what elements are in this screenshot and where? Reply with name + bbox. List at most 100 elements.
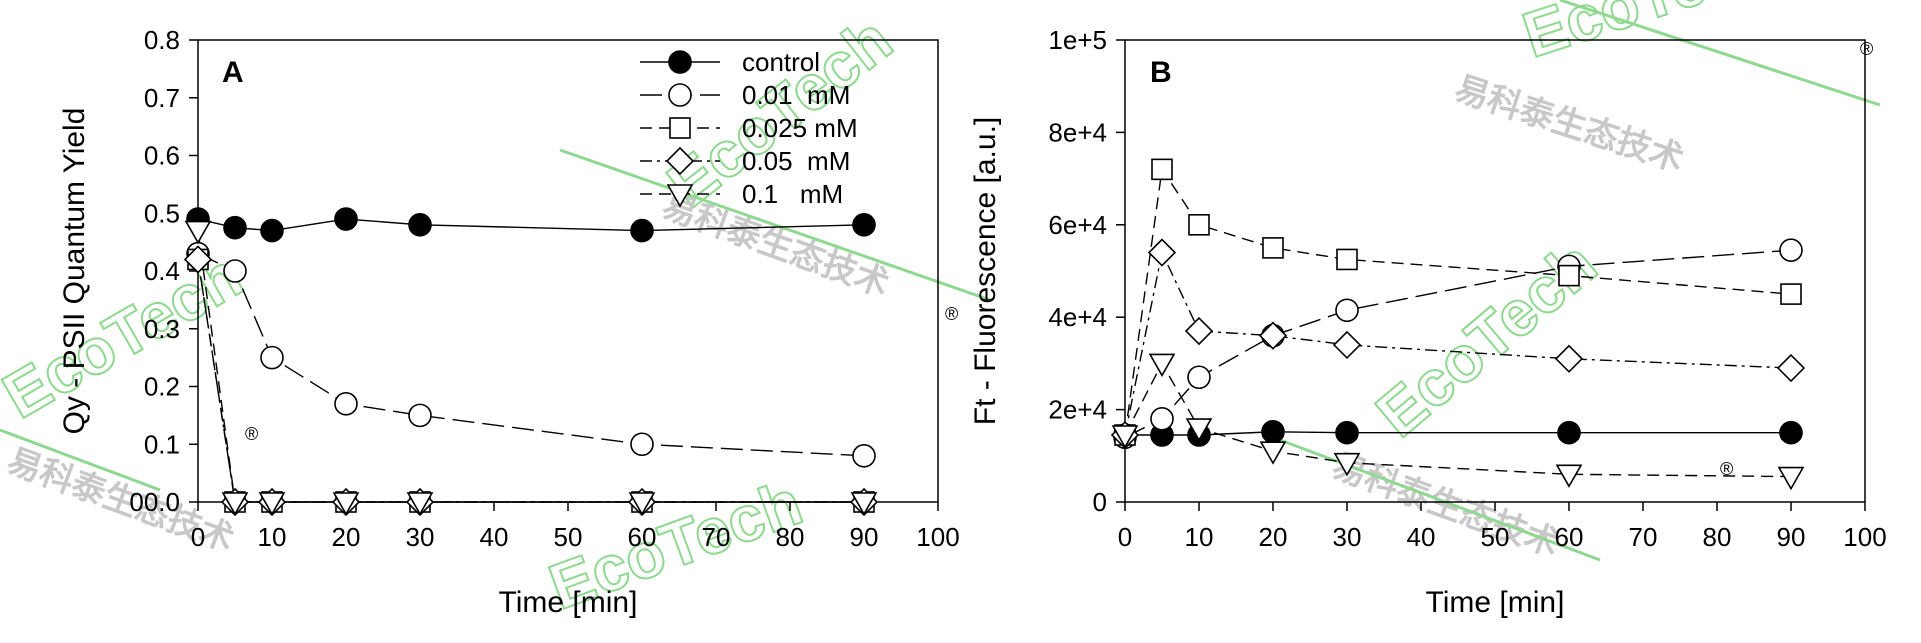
series-layer-b [1110, 158, 1806, 491]
y-axis-title-a: Qy - PSII Quantum Yield [58, 108, 91, 435]
watermark-registered: ® [1860, 39, 1873, 59]
x-tick-label: 100 [916, 522, 959, 552]
series-line [197, 230, 864, 503]
x-tick-label: 10 [258, 522, 287, 552]
x-tick-label: 0 [191, 522, 205, 552]
legend-item: control [640, 47, 820, 77]
series-line [197, 253, 865, 457]
chart-panel-b: 0 10 20 30 40 50 60 70 80 90 100 0 2e+4 4e+4 6e+4 8e+4 1… [969, 25, 1887, 619]
x-tick-label: 80 [1703, 522, 1732, 552]
y-tick-label: 0.6 [144, 141, 180, 171]
y-tick-label: 0.3 [144, 314, 180, 344]
data-point [630, 218, 654, 243]
data-point [1261, 419, 1285, 444]
data-point [1558, 264, 1580, 287]
legend-label: 0.01 mM [742, 80, 850, 110]
y-tick-label: 0.7 [144, 83, 180, 113]
legend-label: 0.1 mM [742, 179, 843, 209]
x-tick-label: 10 [1185, 522, 1214, 552]
series-line [1125, 431, 1791, 436]
x-tick-label: 40 [480, 522, 509, 552]
data-point [1332, 330, 1362, 360]
y-tick-label: 1e+5 [1048, 25, 1107, 55]
x-tick-label: 30 [1333, 522, 1362, 552]
watermark-brand: EcoTech [0, 239, 254, 432]
data-point [1777, 466, 1805, 491]
y-tick-label: 00.0 [129, 487, 180, 517]
data-point [1147, 238, 1177, 267]
data-point [852, 213, 876, 237]
x-tick-label: 0 [1118, 522, 1132, 552]
legend-item: 0.025 mM [640, 113, 858, 143]
panel-label-a: A [222, 56, 244, 89]
data-point [1258, 321, 1288, 350]
y-tick-label: 0 [1093, 487, 1107, 517]
x-tick-label: 40 [1407, 522, 1436, 552]
y-tick-label: 0.2 [144, 372, 180, 402]
data-point [406, 492, 434, 516]
x-axis-title-a: Time [min] [499, 586, 638, 619]
y-tick-label: 0.8 [144, 25, 180, 55]
legend-marker [666, 184, 694, 208]
x-axis-title-b: Time [min] [1426, 586, 1565, 619]
x-tick-label: 100 [1843, 522, 1886, 552]
legend-label: control [742, 47, 820, 77]
data-point [1779, 420, 1803, 445]
legend-item: 0.01 mM [640, 80, 850, 110]
axis-ticks-b: 0 10 20 30 40 50 60 70 80 90 100 0 2e+4 4e+4 6e+4 8e+4 1… [1048, 25, 1886, 552]
data-point [223, 259, 247, 283]
x-tick-label: 20 [1259, 522, 1288, 552]
data-point [1557, 420, 1581, 445]
data-point [221, 492, 249, 516]
legend-marker [668, 83, 692, 107]
data-point [332, 492, 360, 516]
series-layer-a [183, 207, 879, 517]
data-point [1554, 344, 1584, 373]
y-tick-label: 8e+4 [1048, 117, 1107, 147]
data-point [1335, 420, 1359, 445]
legend-label: 0.025 mM [742, 113, 858, 143]
data-point [1185, 418, 1213, 442]
legend-marker [669, 117, 691, 139]
watermark-registered: ® [945, 304, 958, 324]
x-tick-label: 60 [1555, 522, 1584, 552]
x-tick-label: 90 [1777, 522, 1806, 552]
data-point [1333, 452, 1361, 477]
legend-label: 0.05 mM [742, 146, 850, 176]
legend-marker [668, 50, 692, 74]
data-point [183, 245, 213, 274]
data-point [630, 432, 654, 457]
legend-marker [665, 146, 695, 176]
data-point [184, 220, 212, 245]
y-tick-label: 0.5 [144, 198, 180, 228]
x-tick-label: 50 [554, 522, 583, 552]
legend-item: 0.05 mM [640, 146, 850, 176]
watermark-stripe [0, 428, 161, 492]
watermark-registered: ® [245, 424, 258, 444]
panel-label-b: B [1150, 56, 1172, 89]
data-point [1555, 464, 1583, 488]
y-tick-label: 0.1 [144, 429, 180, 459]
data-point [408, 403, 432, 428]
data-point [1262, 237, 1284, 259]
data-point [258, 492, 286, 516]
data-point [1335, 298, 1359, 323]
y-tick-label: 2e+4 [1048, 395, 1107, 425]
x-tick-label: 70 [1629, 522, 1658, 552]
data-point [1151, 158, 1173, 181]
x-tick-label: 70 [702, 522, 731, 552]
data-point [1779, 238, 1803, 263]
legend-item: 0.1 mM [640, 179, 843, 209]
x-tick-label: 30 [406, 522, 435, 552]
data-point [852, 443, 876, 468]
data-point [334, 392, 358, 416]
data-point [1187, 365, 1211, 390]
data-point [260, 345, 284, 370]
data-point [1776, 353, 1806, 383]
data-point [1184, 316, 1214, 346]
watermark-registered: ® [1720, 459, 1733, 479]
y-tick-label: 4e+4 [1048, 302, 1107, 332]
x-tick-label: 60 [628, 522, 657, 552]
